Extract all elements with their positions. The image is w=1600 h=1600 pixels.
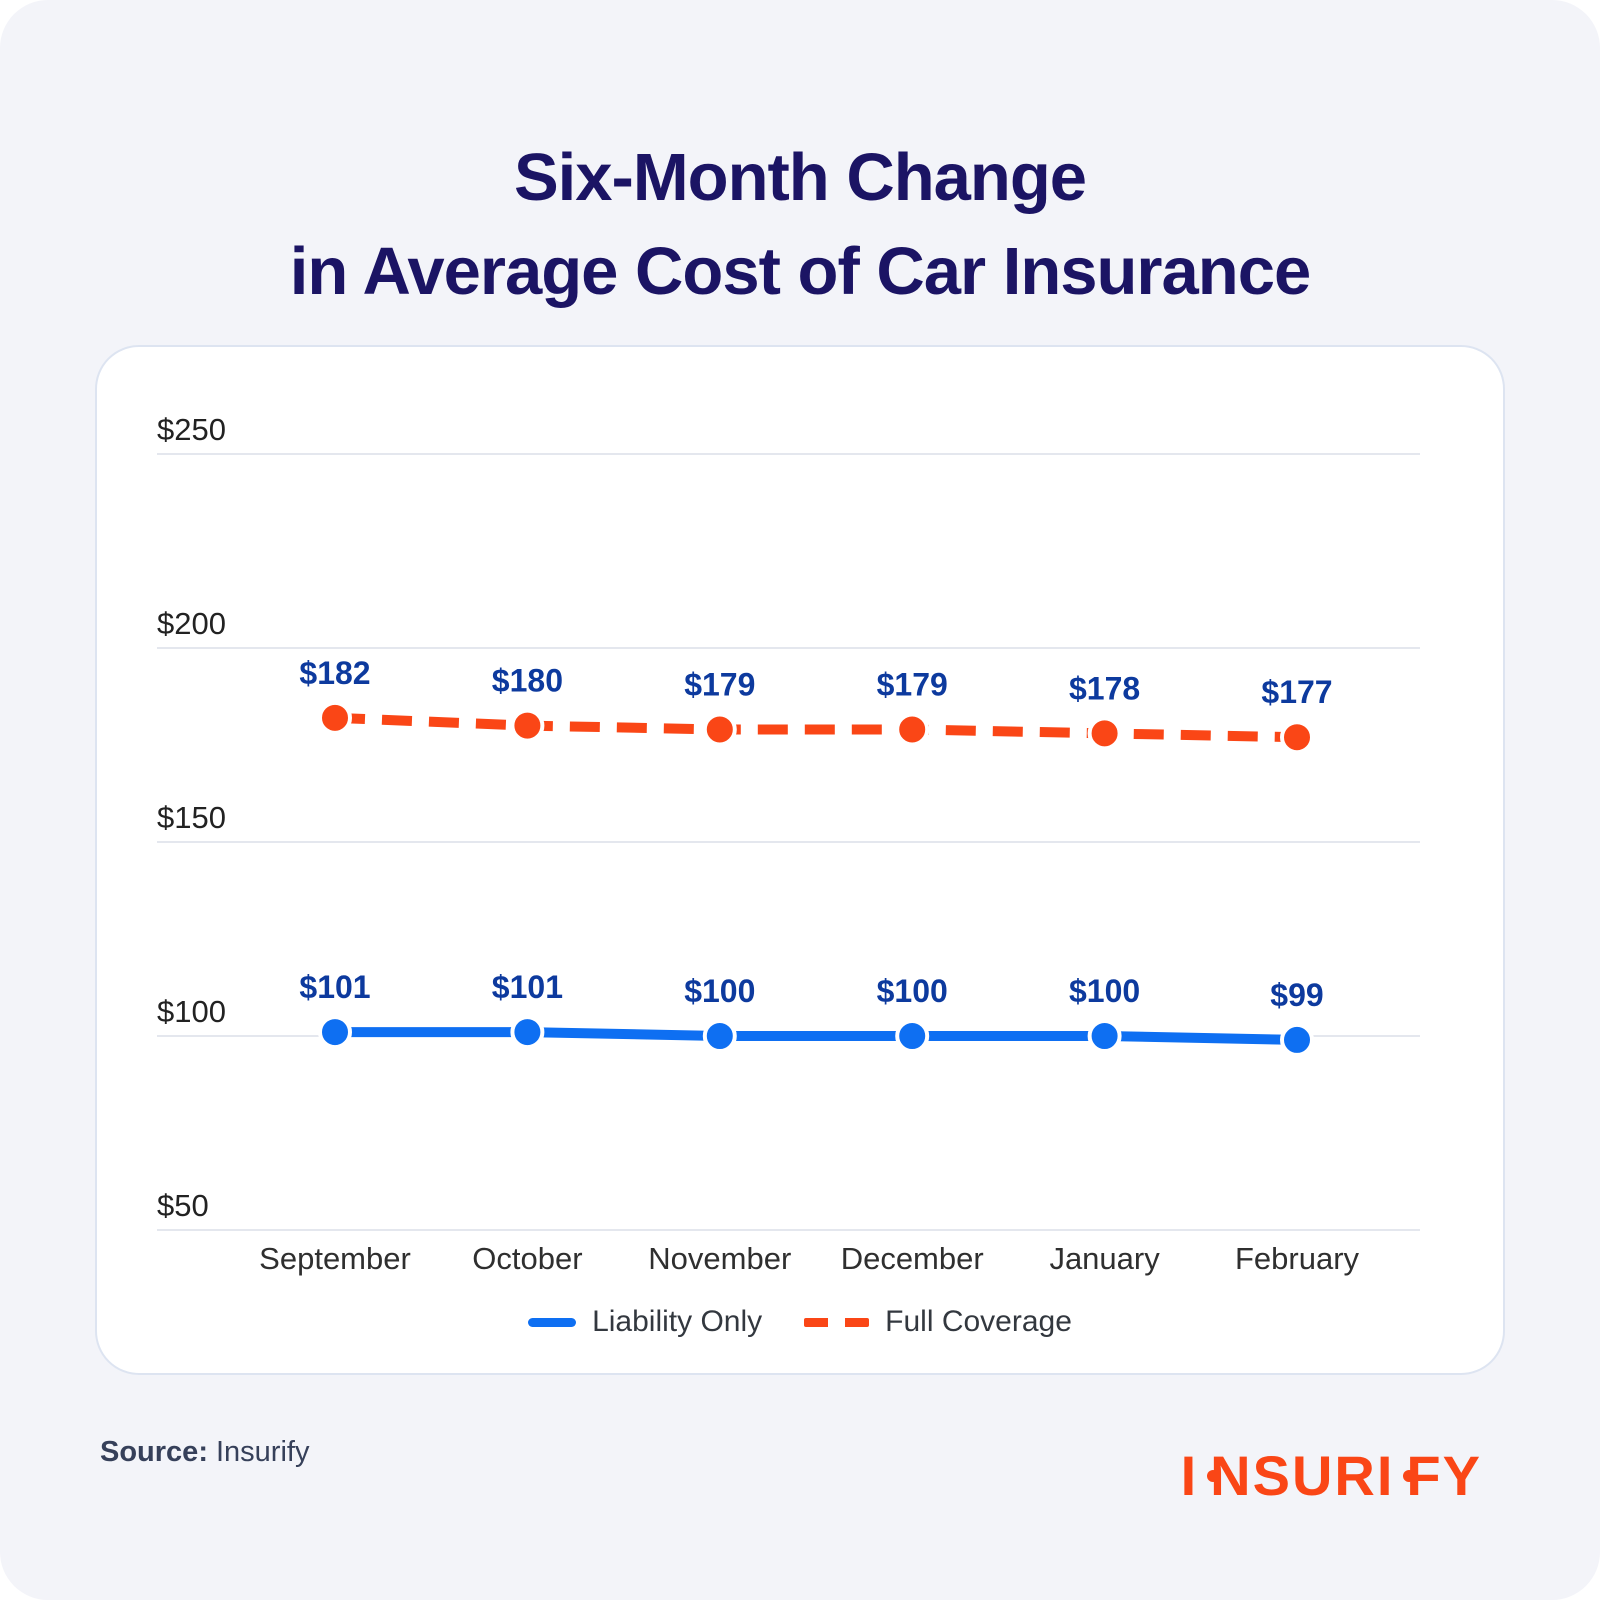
- data-point-label: $100: [684, 973, 755, 1009]
- data-point-label: $100: [877, 973, 948, 1009]
- series-line-liability-only: [330, 1027, 1302, 1045]
- data-point-label: $179: [877, 666, 948, 702]
- logo-letter-i: I: [1181, 1448, 1219, 1504]
- liability-only-line-swatch: [528, 1317, 577, 1327]
- chart-card: $50 $100 $150 $200 $250 September October Novem…: [95, 345, 1505, 1375]
- data-point: [702, 712, 737, 747]
- logo-letter: Y: [1442, 1444, 1482, 1507]
- page-title-line1: Six-Month Change: [513, 139, 1087, 215]
- line-chart: $50 $100 $150 $200 $250 September October Novem…: [157, 412, 1420, 1276]
- x-tick-label: September: [259, 1241, 411, 1276]
- data-point: [318, 700, 352, 735]
- data-point: [895, 1019, 930, 1053]
- logo-i-dot: [1403, 1470, 1416, 1482]
- legend-label: Full Coverage: [885, 1305, 1072, 1338]
- x-tick-label: February: [1235, 1241, 1360, 1276]
- data-point-label: $100: [1069, 973, 1140, 1009]
- logo-i-dot: [1206, 1470, 1219, 1482]
- data-point: [1087, 1019, 1122, 1053]
- data-point: [1280, 1022, 1314, 1057]
- data-point: [702, 1019, 737, 1053]
- data-point-label: $179: [684, 666, 755, 702]
- source-value: Insurify: [215, 1436, 310, 1468]
- logo-letter: F: [1406, 1444, 1443, 1507]
- y-tick-label: $150: [157, 800, 226, 835]
- data-point-label: $101: [299, 969, 370, 1005]
- x-tick-label: November: [648, 1241, 791, 1276]
- data-point: [318, 1015, 352, 1050]
- data-point: [510, 1015, 545, 1050]
- x-tick-label: December: [841, 1241, 984, 1276]
- source-note: Source: Insurify: [100, 1436, 309, 1469]
- logo-letter-i: I: [1377, 1448, 1416, 1504]
- logo-letter: R: [1334, 1444, 1377, 1507]
- data-point: [1087, 716, 1122, 751]
- legend-item-full-coverage: Full Coverage: [804, 1305, 1072, 1339]
- data-point: [895, 712, 930, 747]
- series-line-full-coverage: [334, 712, 1298, 743]
- y-tick-label: $100: [157, 994, 226, 1029]
- data-point-label: $99: [1270, 977, 1323, 1013]
- data-point-label: $177: [1261, 674, 1332, 710]
- page-title: Six-Month Change in Average Cost of Car …: [0, 45, 1600, 319]
- data-point: [1280, 720, 1314, 755]
- full-coverage-dashed-swatch: [804, 1317, 870, 1327]
- page-title-line2: in Average Cost of Car Insurance: [289, 233, 1311, 309]
- x-tick-label: October: [472, 1241, 582, 1276]
- y-tick-label: $200: [157, 606, 226, 641]
- y-tick-label: $250: [157, 412, 226, 447]
- data-point-label: $178: [1069, 670, 1140, 706]
- legend-item-liability-only: Liability Only: [528, 1305, 762, 1339]
- logo-letter: S: [1252, 1444, 1292, 1507]
- data-point: [510, 708, 545, 743]
- chart-legend: Liability Only Full Coverage: [97, 1305, 1503, 1339]
- legend-label: Liability Only: [592, 1305, 763, 1338]
- logo-letter: N: [1210, 1444, 1253, 1507]
- data-point-label: $101: [492, 969, 563, 1005]
- data-point-label: $182: [299, 655, 370, 691]
- source-label: Source:: [100, 1436, 208, 1468]
- x-tick-label: January: [1049, 1241, 1160, 1276]
- logo-letter: U: [1291, 1444, 1335, 1507]
- insurify-logo: I NSURI FY: [1181, 1434, 1482, 1504]
- y-tick-label: $50: [157, 1188, 209, 1223]
- data-point-label: $180: [492, 663, 563, 699]
